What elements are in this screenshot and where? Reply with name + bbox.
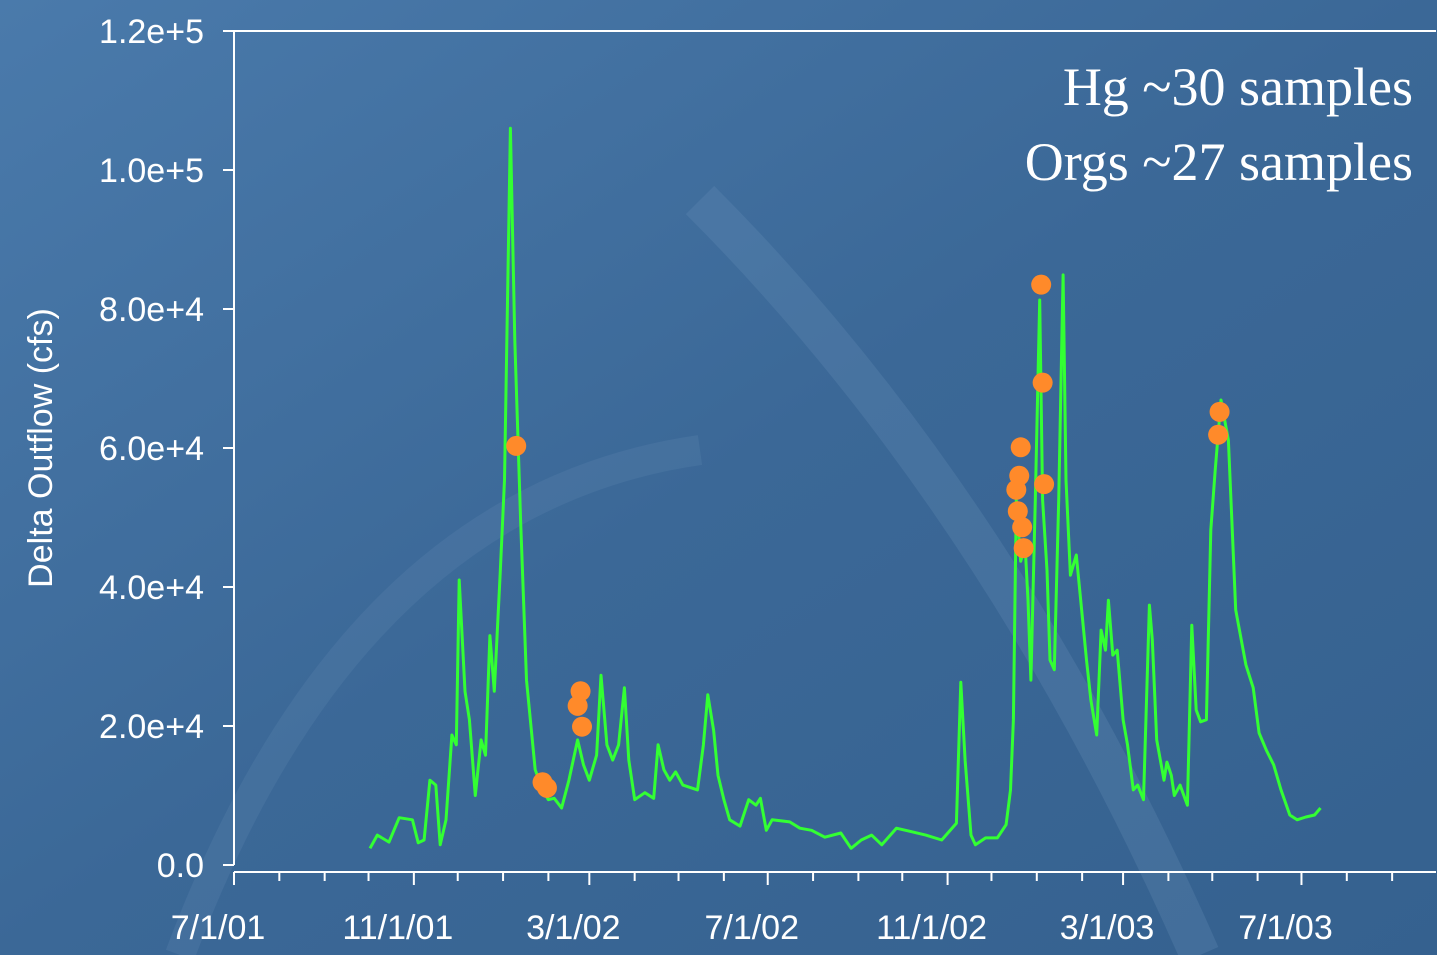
x-tick-label: 3/1/02 bbox=[526, 909, 621, 947]
annotation: Hg ~30 samples bbox=[1063, 57, 1413, 117]
y-tick-label: 0.0 bbox=[157, 847, 204, 885]
x-tick-label: 7/1/03 bbox=[1238, 909, 1333, 947]
sample-point bbox=[1034, 474, 1055, 495]
sample-point bbox=[1209, 401, 1230, 422]
flow-line bbox=[368, 126, 1322, 850]
y-axis-title: Delta Outflow (cfs) bbox=[22, 308, 60, 588]
sample-point bbox=[536, 777, 557, 798]
sample-point bbox=[1013, 538, 1034, 559]
y-tick-label: 1.2e+5 bbox=[99, 13, 204, 51]
sample-point bbox=[572, 716, 593, 737]
sample-point bbox=[1010, 437, 1031, 458]
annotation: Orgs ~27 samples bbox=[1025, 132, 1413, 192]
sample-point bbox=[1032, 372, 1053, 393]
x-tick-label: 7/1/01 bbox=[171, 909, 266, 947]
x-tick-label: 11/1/01 bbox=[342, 909, 453, 947]
sample-point bbox=[1006, 479, 1027, 500]
sample-point bbox=[1208, 424, 1229, 445]
sample-point bbox=[567, 695, 588, 716]
sample-point bbox=[1007, 501, 1028, 522]
sample-point bbox=[506, 435, 527, 456]
sample-point bbox=[1031, 274, 1052, 295]
x-tick-label: 3/1/03 bbox=[1060, 909, 1155, 947]
background-decoration bbox=[685, 185, 1219, 955]
y-tick-label: 6.0e+4 bbox=[99, 430, 204, 468]
y-tick-label: 1.0e+5 bbox=[99, 152, 204, 190]
y-tick-label: 8.0e+4 bbox=[99, 291, 204, 329]
x-tick-label: 7/1/02 bbox=[704, 909, 799, 947]
background-decoration bbox=[165, 435, 703, 955]
y-tick-label: 4.0e+4 bbox=[99, 569, 204, 607]
x-tick-label: 11/1/02 bbox=[876, 909, 987, 947]
sample-point bbox=[1012, 517, 1033, 538]
y-tick-label: 2.0e+4 bbox=[99, 708, 204, 746]
